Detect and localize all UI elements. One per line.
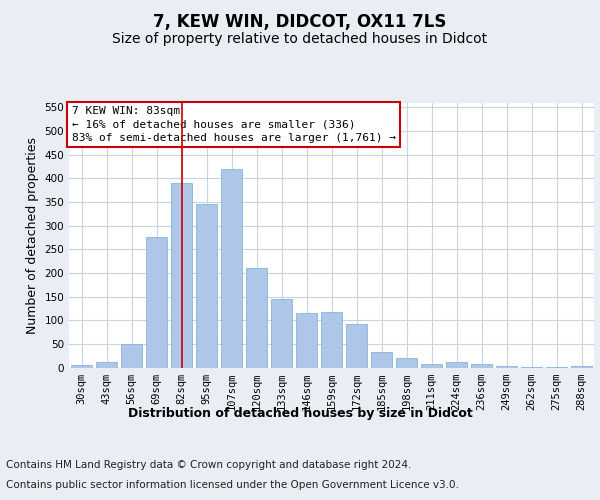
Bar [346, 324, 367, 368]
Text: 7, KEW WIN, DIDCOT, OX11 7LS: 7, KEW WIN, DIDCOT, OX11 7LS [154, 12, 446, 30]
Bar [371, 352, 392, 368]
Text: Distribution of detached houses by size in Didcot: Distribution of detached houses by size … [128, 408, 472, 420]
Text: Contains HM Land Registry data © Crown copyright and database right 2024.: Contains HM Land Registry data © Crown c… [6, 460, 412, 470]
Bar [121, 344, 142, 368]
Text: Contains public sector information licensed under the Open Government Licence v3: Contains public sector information licen… [6, 480, 459, 490]
Y-axis label: Number of detached properties: Number of detached properties [26, 136, 39, 334]
Bar [446, 362, 467, 368]
Bar [171, 183, 192, 368]
Bar [221, 169, 242, 368]
Bar [271, 299, 292, 368]
Text: Size of property relative to detached houses in Didcot: Size of property relative to detached ho… [112, 32, 488, 46]
Bar [246, 268, 267, 368]
Bar [96, 362, 117, 368]
Bar [146, 238, 167, 368]
Bar [571, 366, 592, 368]
Bar [296, 313, 317, 368]
Bar [71, 365, 92, 368]
Text: 7 KEW WIN: 83sqm
← 16% of detached houses are smaller (336)
83% of semi-detached: 7 KEW WIN: 83sqm ← 16% of detached house… [71, 106, 395, 143]
Bar [471, 364, 492, 368]
Bar [196, 204, 217, 368]
Bar [521, 366, 542, 368]
Bar [396, 358, 417, 368]
Bar [321, 312, 342, 368]
Bar [421, 364, 442, 368]
Bar [496, 366, 517, 368]
